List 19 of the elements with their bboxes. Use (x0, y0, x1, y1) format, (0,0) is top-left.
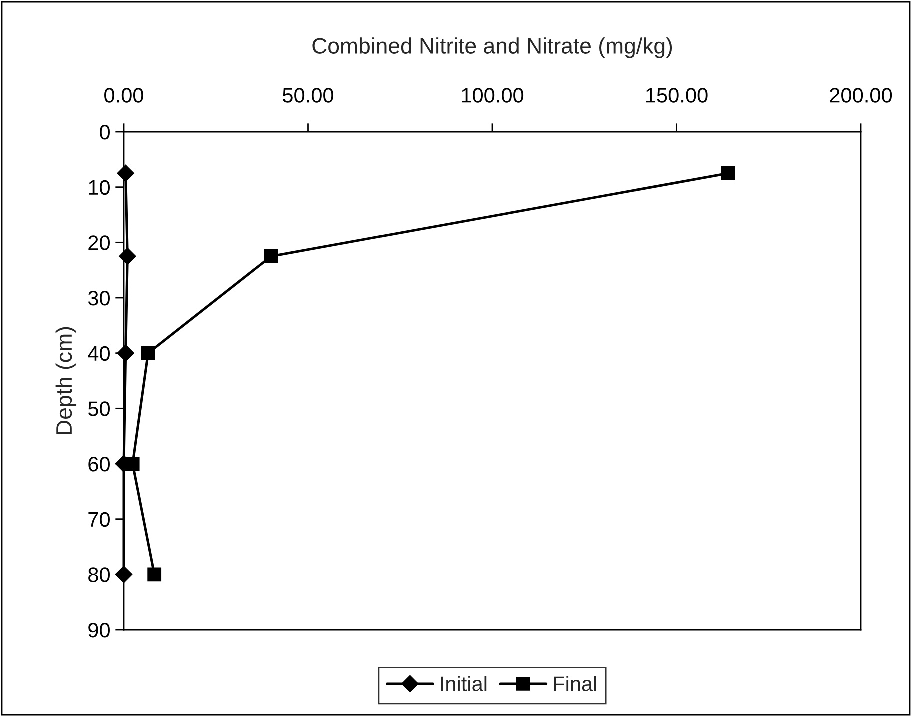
y-tick-label: 0 (100, 125, 110, 140)
y-tick-label: 60 (88, 457, 110, 472)
y-axis-title: Depth (cm) (56, 327, 77, 434)
y-tick-label: 80 (88, 568, 110, 582)
y-tick-label: 90 (88, 623, 110, 638)
x-tick-label: 200.00 (830, 88, 892, 103)
y-tick-label: 20 (88, 236, 110, 250)
x-tick-label: 0.00 (104, 88, 144, 103)
x-tick-label: 150.00 (646, 88, 708, 103)
y-tick-label: 50 (88, 402, 110, 416)
chart-title: Combined Nitrite and Nitrate (mg/kg) (312, 38, 672, 58)
legend-label: Final (554, 676, 596, 692)
y-tick-label: 70 (88, 512, 110, 528)
y-tick-label: 30 (88, 291, 110, 306)
legend-label: Initial (441, 676, 487, 692)
y-tick-label: 40 (88, 346, 110, 362)
x-tick-label: 50.00 (283, 88, 334, 103)
y-tick-label: 10 (89, 180, 110, 196)
x-tick-label: 100.00 (462, 88, 524, 103)
